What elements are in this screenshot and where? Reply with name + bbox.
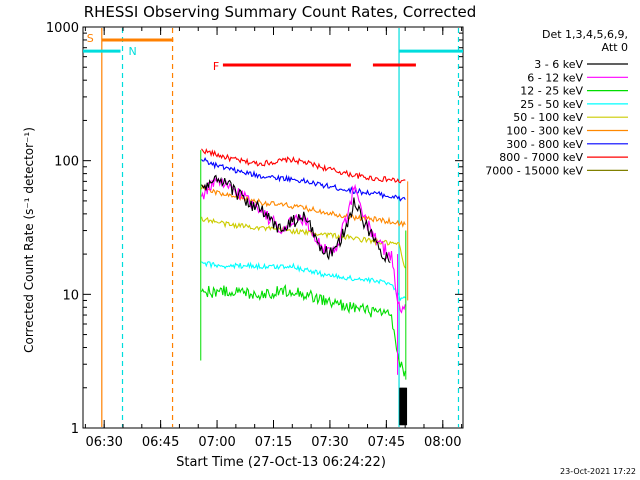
- legend-label: 100 - 300 keV: [506, 125, 583, 138]
- legend-label: 50 - 100 keV: [513, 111, 583, 124]
- x-tick-label: 06:45: [142, 435, 179, 450]
- legend-label: 3 - 6 keV: [534, 58, 583, 71]
- y-tick-label: 1: [71, 422, 79, 437]
- flag-label-n: N: [129, 45, 137, 58]
- flag-label-s: S: [87, 32, 94, 45]
- x-tick-label: 07:15: [255, 435, 292, 450]
- legend-label: 800 - 7000 keV: [499, 151, 583, 164]
- x-tick-label: 07:45: [368, 435, 405, 450]
- series-line: [201, 157, 406, 202]
- legend-header-1: Det 1,3,4,5,6,9,: [542, 28, 628, 41]
- y-tick-label: 100: [54, 155, 79, 170]
- x-axis-ticks: 06:30 06:45 07:00 07:15 07:30 07:45 08:00: [84, 27, 463, 450]
- series-line: [200, 216, 406, 269]
- series-layer: [200, 147, 409, 426]
- x-tick-label: 08:00: [424, 435, 461, 450]
- x-axis-label: Start Time (27-Oct-13 06:24:22): [176, 455, 386, 470]
- legend-label: 7000 - 15000 keV: [485, 164, 583, 177]
- legend-label: 6 - 12 keV: [527, 71, 583, 84]
- y-tick-label: 1000: [46, 21, 79, 36]
- legend-label: 300 - 800 keV: [506, 138, 583, 151]
- series-line: [201, 261, 406, 302]
- series-line: [201, 147, 406, 184]
- x-tick-label: 07:30: [311, 435, 348, 450]
- chart-title: RHESSI Observing Summary Count Rates, Co…: [84, 3, 477, 21]
- series-line: [200, 184, 406, 228]
- x-tick-label: 06:30: [85, 435, 122, 450]
- footer-date: 23-Oct-2021 17:22: [560, 467, 636, 476]
- x-tick-label: 07:00: [198, 435, 235, 450]
- flag-bars: S N F: [83, 32, 463, 73]
- legend-label: 25 - 50 keV: [520, 98, 583, 111]
- flag-label-f: F: [213, 60, 219, 73]
- series-line: [201, 174, 391, 264]
- y-tick-label: 10: [62, 288, 79, 303]
- legend-label: 12 - 25 keV: [520, 85, 583, 98]
- series-line: [201, 284, 406, 377]
- y-axis-label: Corrected Count Rate (s⁻¹ detector⁻¹): [22, 127, 36, 353]
- legend-header-2: Att 0: [602, 41, 628, 54]
- y-axis-ticks: 1 10 100 1000: [46, 21, 463, 437]
